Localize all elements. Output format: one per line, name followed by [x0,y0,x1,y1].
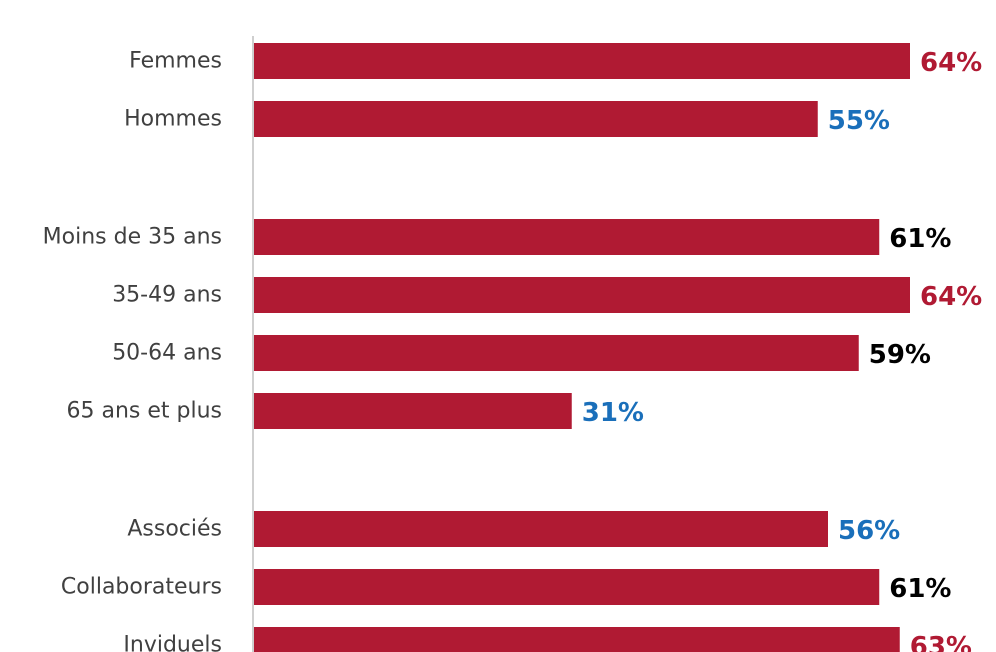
value-label-7: 56% [838,516,900,546]
category-label-1: Femmes [129,49,222,74]
value-label-4: 64% [920,282,982,312]
value-label-9: 63% [910,632,972,652]
category-label-9: Inviduels [123,633,222,652]
value-labels-group: 64% 55% 61% 64% 59% 31% 56% 61% 63% [582,48,982,652]
category-label-2: Hommes [124,107,222,132]
bar-2 [254,101,818,137]
bar-8 [254,569,880,605]
category-label-3: Moins de 35 ans [43,225,222,250]
value-label-8: 61% [889,574,951,604]
bars-group [254,43,910,652]
category-label-8: Collaborateurs [61,575,222,600]
category-label-4: 35-49 ans [112,283,222,308]
bar-7 [254,511,828,547]
bar-9 [254,627,900,652]
value-label-5: 59% [869,340,931,370]
bar-4 [254,277,910,313]
value-label-1: 64% [920,48,982,78]
value-label-6: 31% [582,398,644,428]
bar-3 [254,219,880,255]
bar-1 [254,43,910,79]
category-label-6: 65 ans et plus [66,399,222,424]
category-labels-group: Femmes Hommes Moins de 35 ans 35-49 ans 50-6… [43,49,222,652]
category-label-5: 50-64 ans [112,341,222,366]
category-label-7: Associés [127,517,222,542]
value-label-2: 55% [828,106,890,136]
bar-5 [254,335,859,371]
bar-6 [254,393,572,429]
value-label-3: 61% [889,224,951,254]
